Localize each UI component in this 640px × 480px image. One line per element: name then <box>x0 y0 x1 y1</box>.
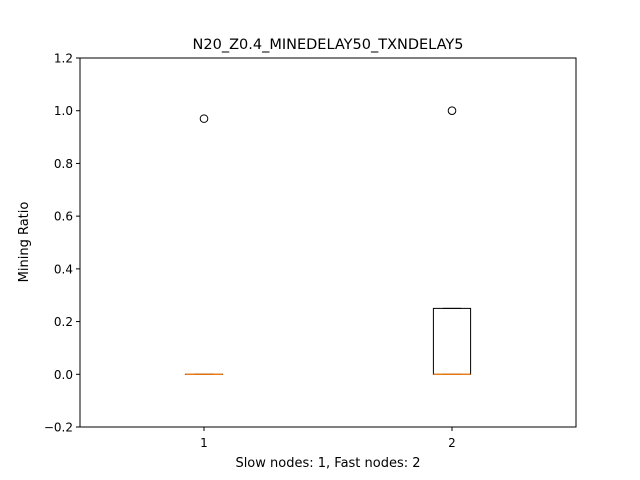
plot-area-frame <box>79 57 577 428</box>
y-axis-ticks: −0.2 0.0 0.2 0.4 0.6 0.8 1.0 1.2 <box>44 52 80 435</box>
box-series <box>184 106 472 375</box>
x-tick-label: 2 <box>448 436 456 450</box>
y-tick-label: 0.0 <box>54 368 73 382</box>
x-axis-label: Slow nodes: 1, Fast nodes: 2 <box>235 456 420 471</box>
y-tick-label: 0.6 <box>54 210 73 224</box>
box-group <box>432 106 472 375</box>
y-tick-label: 1.2 <box>54 52 73 66</box>
outlier-point <box>447 106 457 116</box>
y-tick-label: 0.8 <box>54 157 73 171</box>
y-axis-label: Mining Ratio <box>17 202 32 283</box>
y-tick-label: −0.2 <box>44 421 73 435</box>
y-tick-label: 1.0 <box>54 104 73 118</box>
outlier-point <box>199 114 209 123</box>
y-tick-label: 0.4 <box>54 262 73 276</box>
chart-title: N20_Z0.4_MINEDELAY50_TXNDELAY5 <box>193 37 464 53</box>
box-group <box>184 114 224 375</box>
y-tick-label: 0.2 <box>54 315 73 329</box>
x-tick-label: 1 <box>200 436 208 450</box>
